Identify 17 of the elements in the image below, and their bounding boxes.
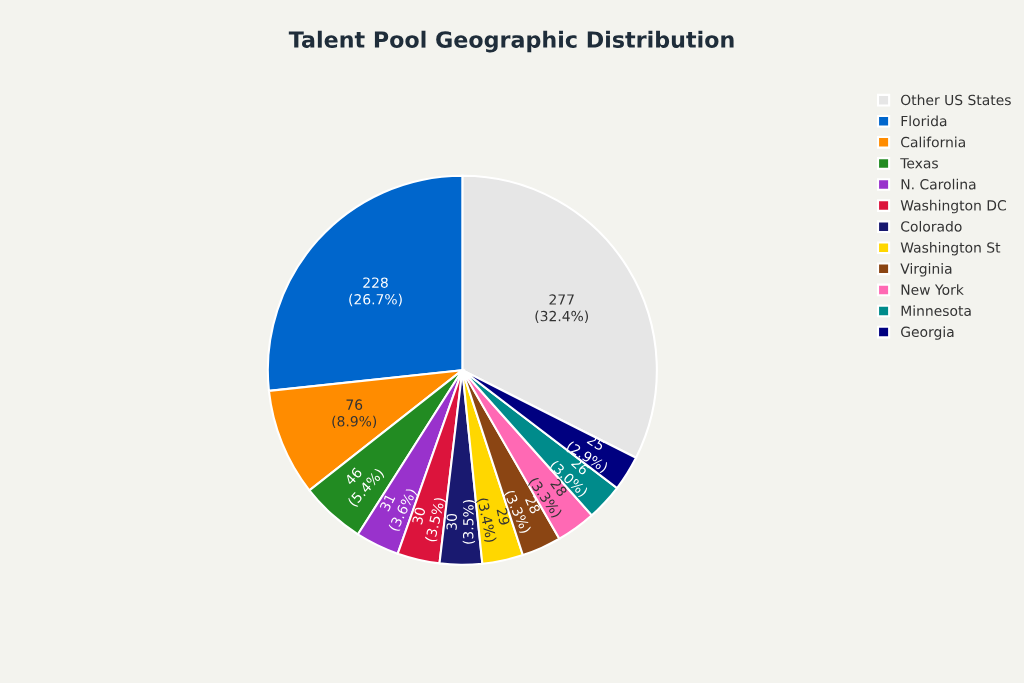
legend-label: Virginia [900, 263, 952, 277]
legend-label: California [901, 136, 965, 148]
data-label: 228 (26.7%) [349, 277, 402, 307]
legend-label: Minnesota [901, 305, 971, 317]
chart-title: Talent Pool Geographic Distribution [288, 30, 734, 53]
data-label: 30 (3.5%) [446, 500, 476, 544]
legend-label: Washington St [900, 242, 1001, 256]
legend-label: N. Carolina [901, 178, 976, 190]
data-label: 76 (8.9%) [332, 399, 377, 429]
legend-label: Colorado [901, 220, 962, 232]
legend-label: Washington DC [900, 199, 1006, 214]
data-label: 277 (32.4%) [535, 294, 589, 323]
legend-label: Florida [901, 115, 947, 127]
legend-label: Texas [900, 158, 938, 169]
legend-label: New York [901, 284, 964, 295]
legend-label: Georgia [901, 326, 954, 340]
legend-label: Other US States [901, 94, 1011, 106]
